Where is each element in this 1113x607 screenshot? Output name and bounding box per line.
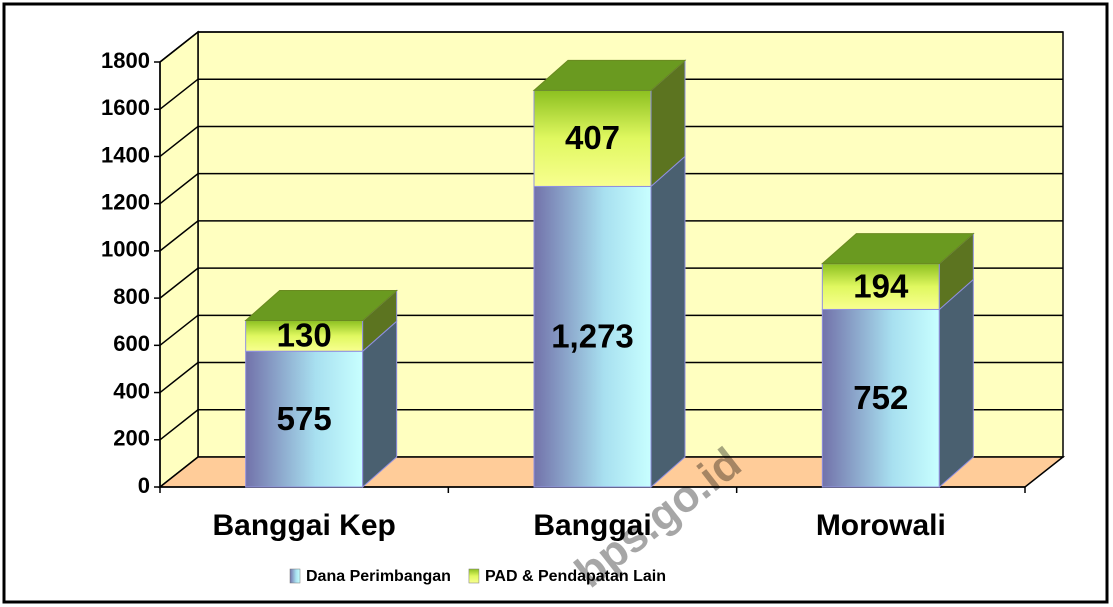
grid-line (159, 314, 1063, 346)
grid-line (159, 409, 1063, 441)
bar-top (532, 59, 687, 91)
grid-line (159, 361, 1063, 394)
grid-line (159, 78, 1063, 110)
data-label: 752 (853, 379, 908, 416)
x-tick-label: Banggai Kep (212, 509, 395, 542)
bar-segment (533, 185, 652, 488)
grid-line (159, 125, 1063, 158)
grid-line (159, 172, 1063, 205)
data-label: 1,273 (551, 317, 634, 354)
bar-segment (245, 350, 364, 488)
y-tick-label: 800 (113, 284, 150, 309)
x-tick-label: Banggai (533, 509, 651, 542)
x-tick-label: Morowali (816, 509, 946, 542)
side-wall (159, 30, 199, 489)
y-tick-label: 600 (113, 331, 150, 356)
legend-label: Dana Perimbangan (306, 568, 451, 585)
y-tick-label: 1600 (101, 95, 150, 120)
bar-segment (821, 263, 940, 310)
data-label: 130 (277, 317, 332, 354)
bar-segment (533, 89, 652, 187)
data-label: 575 (277, 400, 332, 437)
legend-label: PAD & Pendapatan Lain (485, 568, 666, 585)
data-label: 407 (565, 119, 620, 156)
y-tick-label: 400 (113, 378, 150, 403)
bar-side (938, 278, 974, 489)
y-tick-label: 1400 (101, 142, 150, 167)
bar-side (650, 155, 686, 489)
y-tick-label: 200 (113, 426, 150, 451)
grid-line (159, 31, 1063, 63)
y-tick-label: 1800 (101, 48, 150, 73)
data-label: 194 (853, 267, 909, 304)
grid-line (159, 267, 1063, 299)
y-tick-label: 1000 (101, 237, 150, 262)
bar-top (244, 290, 398, 322)
grid-line (159, 220, 1063, 252)
legend-swatch (289, 568, 301, 584)
legend-swatch (468, 568, 480, 584)
bar-top (821, 233, 975, 265)
bar-segment (821, 308, 940, 488)
y-tick-label: 1200 (101, 189, 150, 214)
bar-segment (245, 320, 364, 352)
y-tick-label: 0 (138, 473, 150, 498)
